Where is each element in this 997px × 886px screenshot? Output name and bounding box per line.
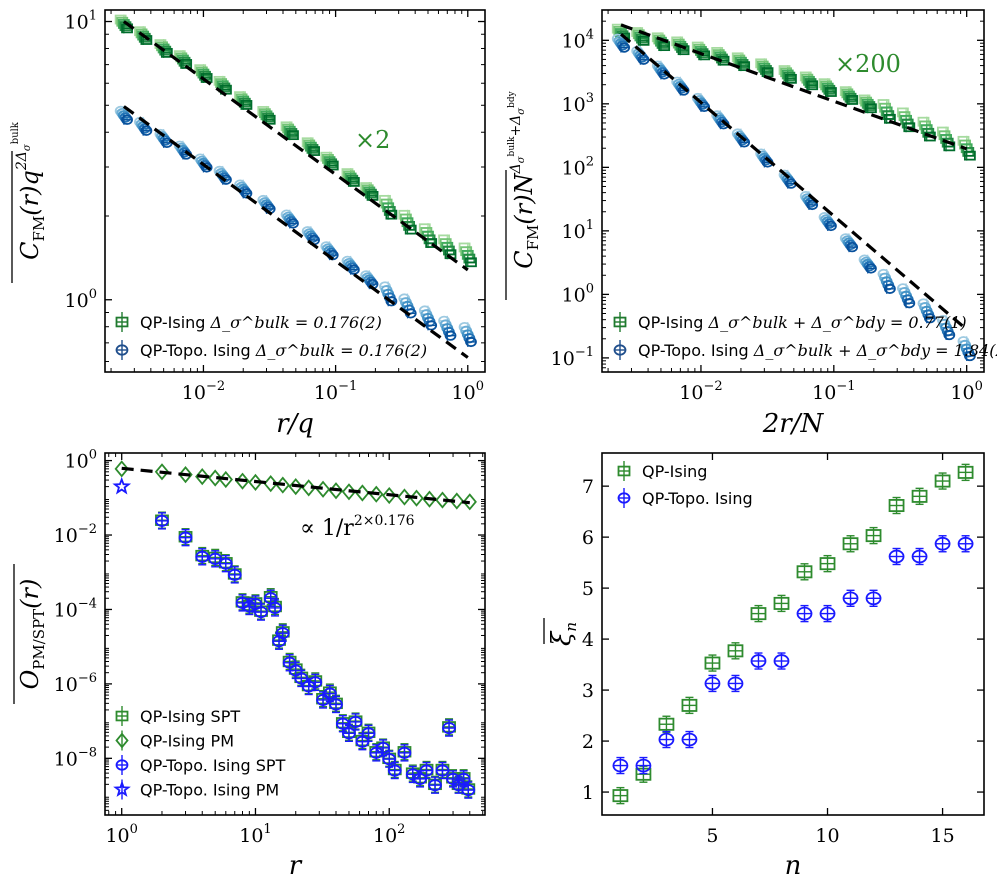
panel-a-xtick-label-1: 10−1 — [314, 379, 357, 404]
panel-c-ytick-label-3: 10−2 — [54, 522, 97, 547]
panel-a-frame — [104, 9, 486, 373]
panel-d-xlabel: n — [785, 851, 802, 881]
panel-a-legend-label-0: QP-Ising Δ_σ^bulk = 0.176(2) — [140, 313, 382, 332]
panel-a-ticks: 10−2 10−1 100 100 101 — [65, 9, 485, 404]
panel-d-xtick-label-1: 10 — [815, 825, 839, 847]
panel-b-legend: QP-Ising Δ_σ^bulk + Δ_σ^bdy = 0.77(1) QP-… — [613, 312, 997, 360]
panel-c-legend: QP-Ising SPT QP-Ising PM QP-Topo. Ising SP… — [113, 706, 286, 800]
panel-b-ylabel: CFM(r)NΔσbulk+Δσbdy — [505, 90, 542, 300]
panel-a-ytick-label-1: 101 — [65, 9, 97, 34]
panel-d-legend-label-1: QP-Topo. Ising — [642, 489, 753, 508]
panel-d-legend-label-0: QP-Ising — [642, 462, 707, 481]
panel-c-xtick-label-0: 100 — [105, 822, 137, 847]
panel-c-point-0-10 — [288, 478, 303, 496]
panel-a-ylabel: CFM(r)q2Δσbulk — [10, 121, 48, 283]
panel-c-legend-label-2: QP-Topo. Ising SPT — [140, 756, 286, 775]
panel-c-legend-label-1: QP-Ising PM — [140, 732, 234, 751]
panel-c-point-0-7 — [248, 473, 263, 491]
panel-b-ytick-label-3: 102 — [562, 154, 594, 179]
panel-c-point-0-0 — [114, 460, 129, 478]
panel-c-point-0-14 — [341, 483, 357, 501]
panel-b-xtick-label-1: 10−1 — [812, 379, 855, 404]
panel-b-ytick-label-2: 101 — [562, 218, 594, 243]
panel-d-ticks: 5 10 15 1 2 3 4 5 6 7 — [582, 453, 984, 847]
panel-c-point-0-22 — [449, 492, 464, 510]
panel-b-fit-line-0 — [620, 23, 968, 151]
panel-c-ytick-label-2: 10−4 — [54, 596, 97, 621]
panel-b-ytick-label-4: 103 — [562, 91, 594, 116]
panel-c-point-0-8 — [263, 475, 278, 493]
panel-b-xtick-label-0: 10−2 — [679, 379, 722, 404]
panel-c-point-0-18 — [397, 488, 412, 506]
panel-d-ytick-label-3: 4 — [582, 629, 594, 651]
panel-c-point-0-21 — [435, 491, 450, 509]
panel-d-xtick-label-2: 15 — [930, 825, 954, 847]
panel-c-xtick-label-1: 101 — [239, 822, 271, 847]
panel-b-ytick-label-5: 104 — [562, 27, 594, 52]
panel-a-ytick-label-0: 100 — [65, 287, 97, 312]
svg-text:OPM/SPT(r): OPM/SPT(r) — [16, 579, 48, 690]
panel-a-annotation: ×2 — [355, 126, 390, 154]
panel-b-legend-label-1: QP-Topo. Ising Δ_σ^bulk + Δ_σ^bdy = 1.84… — [638, 341, 997, 360]
panel-d-ylabel: ξn — [543, 618, 580, 646]
panel-b: 10−2 10−1 100 10−1 100 101 102 103 104 2r/N CFM(… — [505, 9, 997, 439]
panel-d-xtick-label-0: 5 — [706, 825, 718, 847]
svg-text:ξn: ξn — [547, 622, 580, 646]
panel-c-annotation: ∝ 1/r2×0.176 — [300, 513, 415, 541]
panel-c: 100 101 102 10−8 10−6 10−4 10−2 100 r OPM/SPT(r… — [13, 448, 486, 881]
panel-c-point-1-0 — [112, 476, 132, 495]
panel-b-ytick-label-1: 100 — [562, 281, 594, 306]
panel-a-xtick-label-0: 10−2 — [182, 379, 225, 404]
panel-c-legend-label-3: QP-Topo. Ising PM — [140, 781, 279, 800]
panel-d-ytick-label-4: 5 — [582, 578, 594, 600]
panel-c-point-0-4 — [208, 469, 223, 487]
svg-text:CFM(r)NΔσbulk+Δσbdy: CFM(r)NΔσbulk+Δσbdy — [507, 90, 542, 268]
panel-b-ytick-label-0: 10−1 — [551, 345, 594, 370]
panel-a-xlabel: r/q — [276, 409, 314, 439]
panel-c-marks — [112, 460, 477, 799]
panel-c-legend-label-0: QP-Ising SPT — [140, 707, 240, 726]
panel-c-frame — [104, 452, 486, 816]
panel-c-xtick-label-2: 102 — [373, 822, 405, 847]
panel-d-legend: QP-Ising QP-Topo. Ising — [617, 461, 753, 508]
panel-c-point-0-23 — [462, 493, 477, 511]
panel-c-legend-marker-3 — [113, 780, 131, 797]
panel-d-ytick-label-0: 1 — [582, 782, 594, 804]
panel-d: 5 10 15 1 2 3 4 5 6 7 n ξn QP-Ising QP-Topo. Ising — [543, 452, 985, 881]
panel-a-fit-line-0 — [122, 20, 469, 272]
panel-b-xlabel: 2r/N — [762, 409, 825, 439]
panel-c-ytick-label-1: 10−6 — [54, 671, 97, 696]
panel-c-xlabel: r — [289, 851, 303, 881]
panel-d-ytick-label-6: 7 — [582, 476, 594, 498]
panel-d-frame — [601, 452, 985, 816]
panel-d-marks — [612, 463, 974, 805]
panel-b-legend-label-0: QP-Ising Δ_σ^bulk + Δ_σ^bdy = 0.77(1) — [638, 313, 967, 332]
panel-c-point-0-2 — [178, 466, 193, 484]
panel-d-ytick-label-5: 6 — [582, 527, 594, 549]
panel-c-ylabel: OPM/SPT(r) — [13, 564, 48, 704]
panel-b-xtick-label-2: 100 — [950, 379, 982, 404]
svg-text:CFM(r)q2Δσbulk: CFM(r)q2Δσbulk — [10, 121, 48, 260]
panel-d-ytick-label-2: 3 — [582, 680, 594, 702]
panel-c-ytick-label-0: 10−8 — [54, 745, 97, 770]
panel-b-ticks: 10−2 10−1 100 10−1 100 101 102 103 104 — [551, 9, 984, 404]
panel-c-legend-marker-1 — [115, 732, 129, 749]
panel-d-ytick-label-1: 2 — [582, 731, 594, 753]
panel-a-fit-line-1 — [122, 105, 469, 359]
panel-c-ytick-label-4: 100 — [65, 448, 97, 473]
panel-b-marks — [611, 23, 976, 362]
panel-a-xtick-label-2: 100 — [452, 379, 484, 404]
panel-a-legend: QP-Ising Δ_σ^bulk = 0.176(2) QP-Topo. Isi… — [115, 312, 427, 360]
panel-c-point-0-1 — [154, 463, 170, 481]
panel-a-marks — [114, 14, 477, 359]
panel-a-legend-label-1: QP-Topo. Ising Δ_σ^bulk = 0.176(2) — [140, 341, 427, 360]
panel-c-fit-line-0 — [121, 466, 470, 505]
panel-c-point-0-17 — [382, 486, 397, 505]
panel-b-annotation: ×200 — [835, 50, 901, 78]
panel-b-frame — [601, 9, 985, 373]
panel-c-point-0-11 — [301, 479, 316, 497]
